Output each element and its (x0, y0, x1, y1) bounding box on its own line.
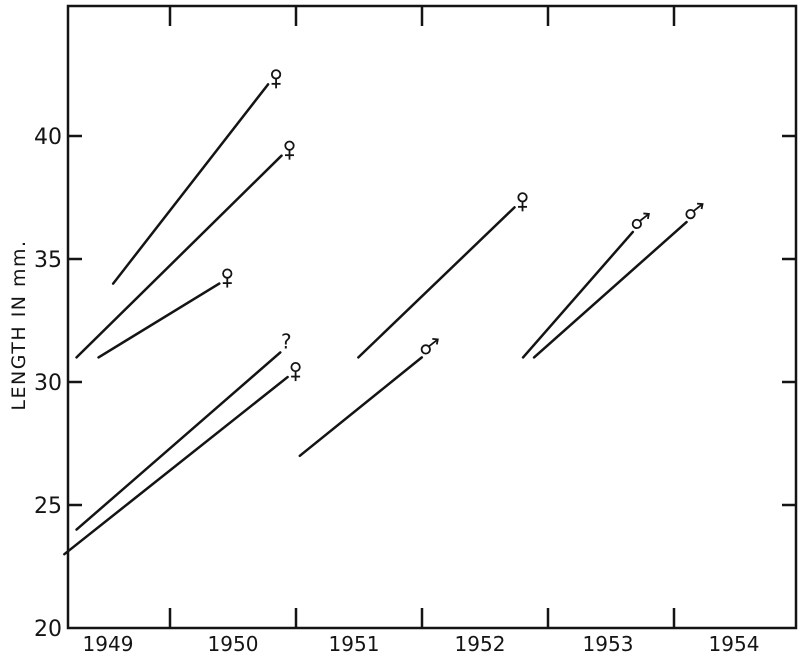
series-line (521, 230, 635, 359)
y-tick-label: 40 (34, 125, 62, 150)
question-symbol: ? (281, 329, 292, 353)
series-line (63, 375, 289, 556)
x-tick-label: 1950 (208, 632, 259, 655)
chart-marks: 20 25 30 35 40 1949 1950 1951 1952 1953 1954? (34, 6, 796, 655)
series-line (97, 282, 221, 359)
series-line (75, 351, 282, 531)
male-symbol-circle (685, 209, 696, 220)
x-tick-label: 1951 (329, 632, 380, 655)
x-tick-label: 1953 (583, 632, 634, 655)
x-tick-label: 1949 (83, 632, 134, 655)
y-tick-label: 35 (34, 248, 62, 273)
series-line (532, 220, 688, 359)
y-tick-label: 25 (34, 494, 62, 519)
male-symbol-circle (631, 218, 642, 230)
male-symbol-shaft (428, 338, 439, 348)
x-tick-label: 1952 (455, 632, 506, 655)
male-symbol-head (696, 202, 704, 210)
series-line (298, 356, 424, 458)
female-symbol-circle (270, 69, 282, 80)
series-line (111, 83, 270, 285)
y-axis-label: LENGTH IN mm. (8, 239, 30, 410)
series-line (75, 154, 283, 359)
male-symbol-shaft (692, 203, 704, 212)
y-tick-label: 20 (34, 617, 62, 642)
female-symbol-circle (290, 361, 301, 373)
female-symbol-circle (284, 140, 295, 151)
female-symbol-circle (222, 268, 233, 279)
y-tick-label: 30 (34, 371, 62, 396)
male-symbol-shaft (639, 213, 650, 222)
male-symbol-head (432, 338, 439, 345)
plot-frame (66, 4, 798, 630)
male-symbol-head (643, 212, 650, 220)
series-line (357, 206, 516, 359)
female-symbol-circle (517, 192, 528, 203)
x-tick-label: 1954 (709, 632, 760, 655)
male-symbol-circle (420, 344, 431, 355)
